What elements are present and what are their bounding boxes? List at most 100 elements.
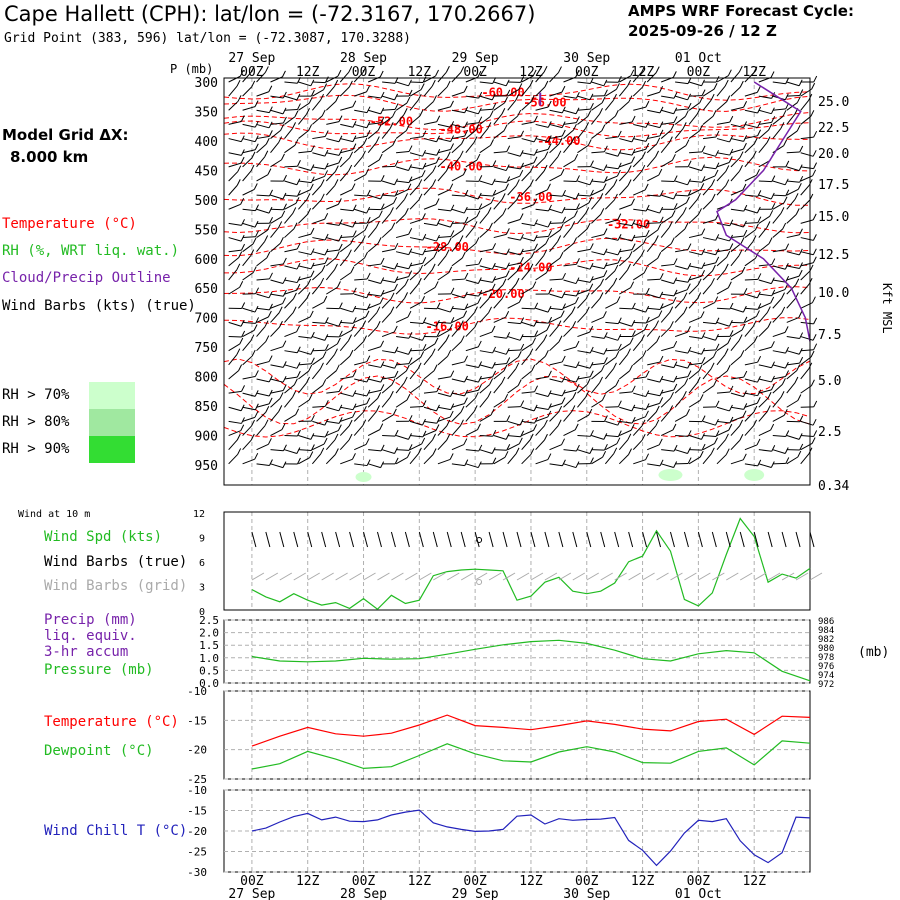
wind-barb <box>256 91 269 97</box>
wind-barb <box>633 307 646 313</box>
wind-barb-flag <box>338 156 343 164</box>
wind-barb-flag <box>422 343 427 351</box>
wind-barb-flag <box>673 444 678 452</box>
wind-barb <box>702 321 717 325</box>
wind-barb <box>284 165 298 168</box>
wind-barb <box>382 435 396 437</box>
pressure-unit-label: (mb) <box>858 645 889 660</box>
wind-barb-flag <box>236 433 241 441</box>
date-label-bottom: 28 Sep <box>340 887 387 900</box>
wind-barb-flag <box>282 107 287 115</box>
wind-barb-flag <box>685 139 690 146</box>
wind-barb-flag <box>797 450 802 458</box>
wind-barb <box>744 278 758 281</box>
wind-barb-flag <box>334 263 338 271</box>
wind-barb-flag <box>463 438 468 445</box>
wind-barb <box>604 283 615 295</box>
wind-barb <box>507 385 519 394</box>
wind-barb <box>535 321 549 324</box>
wind-barb <box>339 157 350 168</box>
wind-barb-flag <box>394 283 398 291</box>
wind-barb <box>423 138 437 143</box>
wind-barb-flag <box>813 75 818 83</box>
wind-barb <box>786 336 800 340</box>
wind-barb <box>270 449 284 452</box>
wind-barb-flag <box>420 351 425 358</box>
wind-barb <box>284 449 298 454</box>
wind-barb-flag <box>478 257 483 265</box>
wind-barb-flag <box>309 183 314 191</box>
wind-barb-flag <box>785 457 790 464</box>
wind-barb <box>437 123 451 128</box>
wind-barb <box>284 289 297 295</box>
wind-barb-flag <box>534 219 538 226</box>
wind-barb <box>507 88 520 97</box>
wind-barb-grid <box>530 572 544 581</box>
wind-barb-flag <box>352 453 356 460</box>
wind-barb-flag <box>390 306 395 313</box>
wind-barb-flag <box>699 96 704 104</box>
wind-barb <box>563 411 573 422</box>
wind-barb-flag <box>589 243 594 250</box>
wind-barb <box>716 370 728 380</box>
wind-barb-flag <box>518 437 523 445</box>
wind-barb-true <box>530 531 536 548</box>
wind-barb <box>423 185 434 196</box>
wind-barb-flag <box>575 107 580 115</box>
wind-barb-flag <box>278 306 283 313</box>
wind-barb-flag <box>589 370 594 377</box>
wind-barb <box>605 199 615 210</box>
pressure-ytick: 974 <box>818 671 834 681</box>
wind-barb <box>716 269 726 281</box>
wind-barb <box>521 138 535 143</box>
wind-barb <box>228 257 240 267</box>
wind-barb-grid <box>572 572 586 581</box>
wind-barb <box>465 216 478 224</box>
wind-barb-flag <box>743 316 748 324</box>
kft-tick: 25.0 <box>818 95 849 110</box>
wind-barb <box>423 121 437 125</box>
wind-barb-flag <box>799 228 803 236</box>
wind-barb-flag <box>755 310 760 317</box>
wind-barb <box>367 216 380 224</box>
wind-barb <box>410 81 424 84</box>
wind-barb-flag <box>408 145 413 152</box>
wind-barb-flag <box>240 424 245 431</box>
wind-barb <box>702 199 713 210</box>
wind-barb-flag <box>797 183 802 190</box>
wind-barb <box>228 75 241 83</box>
wind-barb <box>800 237 814 241</box>
grid-point-label: Grid Point (383, 596) lat/lon = (-72.308… <box>4 31 411 46</box>
wind-barb-flag <box>712 110 717 117</box>
wind-barb-flag <box>659 190 664 197</box>
wind-barb <box>619 429 632 436</box>
wind-barb <box>633 222 646 228</box>
time-tick-bottom: 12Z <box>519 874 543 889</box>
wind-barb <box>479 128 489 139</box>
wind-barb <box>409 185 420 196</box>
wind-barb-flag <box>518 83 523 90</box>
time-tick-bottom: 12Z <box>296 874 320 889</box>
wind-barb <box>758 346 772 352</box>
wind-barb <box>702 99 712 111</box>
wind-barb <box>730 170 740 182</box>
wind-barb <box>619 321 632 327</box>
wind-barb <box>744 194 758 197</box>
wind-barb-flag <box>366 459 371 466</box>
wind-barb <box>451 341 462 352</box>
wind-barb <box>493 350 507 355</box>
wind-barb <box>340 106 353 111</box>
wind-barb-flag <box>631 416 636 424</box>
wind-barb-flag <box>324 162 329 170</box>
wind-barb-flag <box>798 269 803 277</box>
wind-barb-flag <box>487 122 492 129</box>
wind-barb <box>702 152 716 157</box>
wind-barb-flag <box>352 220 357 228</box>
wind-barb <box>800 262 814 267</box>
wind-barb <box>465 463 479 469</box>
wind-barb-true <box>600 531 606 548</box>
wind-barb-flag <box>241 219 245 226</box>
wind-barb-flag <box>450 204 455 212</box>
wind-barb <box>493 151 507 154</box>
wind-barb-flag <box>324 257 329 264</box>
